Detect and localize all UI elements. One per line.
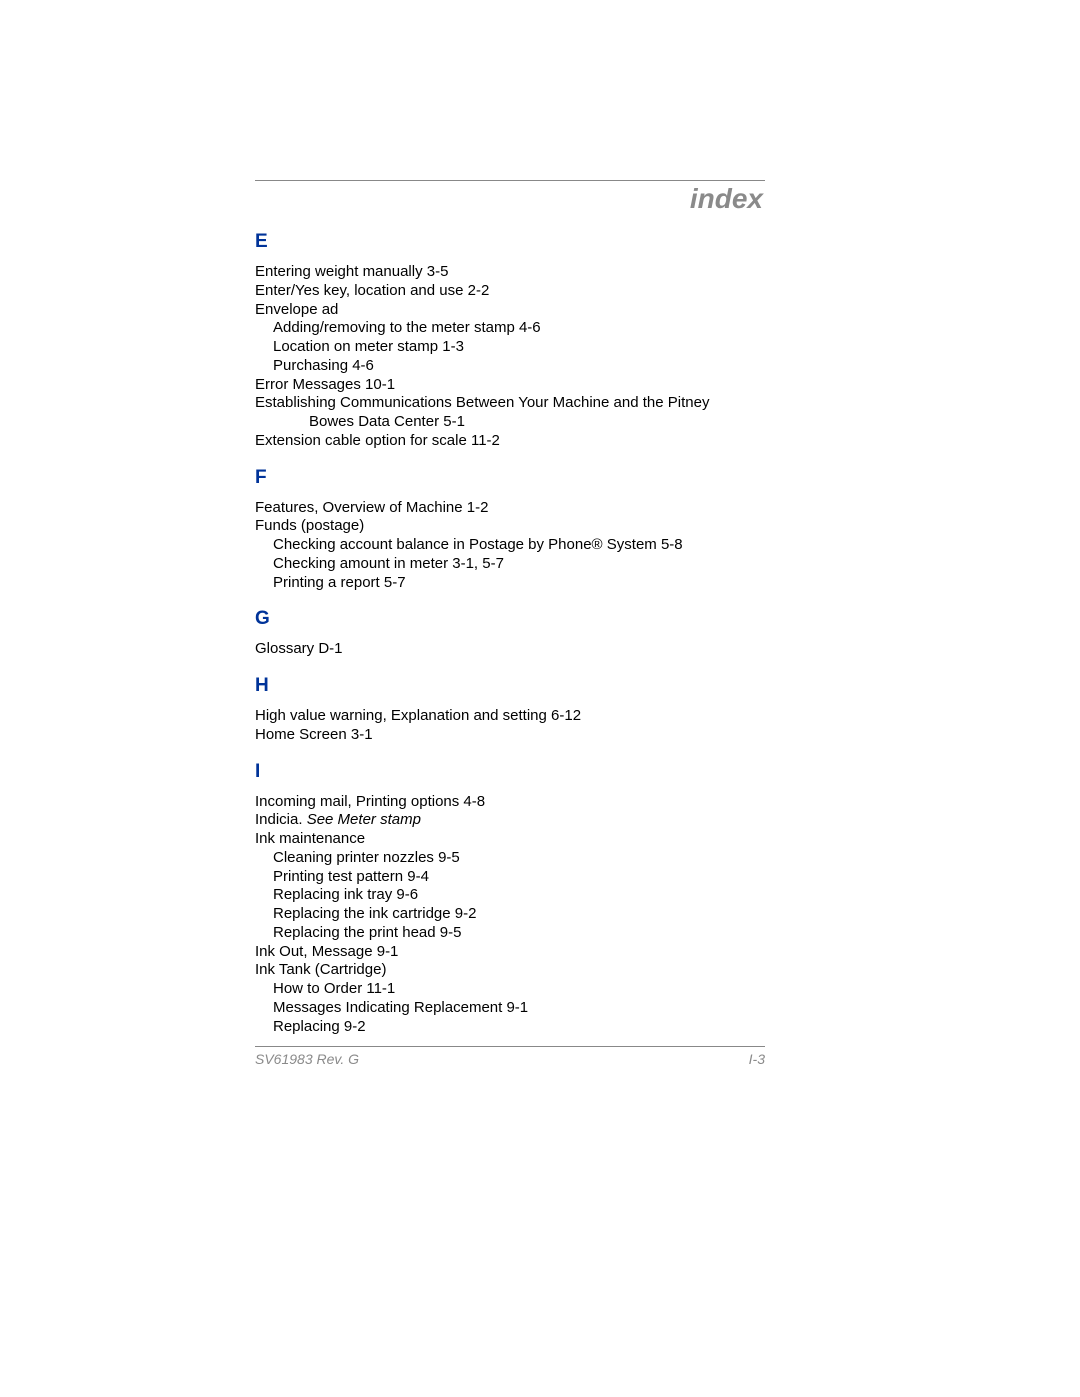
index-entry: Indicia. See Meter stamp — [255, 811, 765, 830]
section-body: High value warning, Explanation and sett… — [255, 707, 765, 745]
section-heading: G — [255, 608, 765, 630]
index-page: index E Entering weight manually 3-5Enter… — [255, 180, 765, 1067]
section-heading: H — [255, 675, 765, 697]
index-entry: How to Order 11-1 — [255, 980, 765, 999]
index-entry: Envelope ad — [255, 301, 765, 320]
footer-right: I-3 — [749, 1051, 765, 1067]
section-body: Glossary D-1 — [255, 640, 765, 659]
page-footer: SV61983 Rev. G I-3 — [255, 1051, 765, 1067]
entry-text: Indicia. — [255, 811, 307, 828]
section-body: Features, Overview of Machine 1-2Funds (… — [255, 499, 765, 593]
index-sections: E Entering weight manually 3-5Enter/Yes k… — [255, 231, 765, 1036]
index-entry: Messages Indicating Replacement 9-1 — [255, 999, 765, 1018]
index-entry: Error Messages 10-1 — [255, 376, 765, 395]
index-entry: Printing a report 5-7 — [255, 574, 765, 593]
index-entry: Checking amount in meter 3-1, 5-7 — [255, 555, 765, 574]
index-entry: Home Screen 3-1 — [255, 726, 765, 745]
header-rule — [255, 180, 765, 181]
index-entry: Purchasing 4-6 — [255, 357, 765, 376]
index-entry: Glossary D-1 — [255, 640, 765, 659]
index-entry: Printing test pattern 9-4 — [255, 868, 765, 887]
index-entry: Replacing the print head 9-5 — [255, 924, 765, 943]
index-entry: Ink Tank (Cartridge) — [255, 961, 765, 980]
index-entry: Entering weight manually 3-5 — [255, 263, 765, 282]
index-entry: Replacing ink tray 9-6 — [255, 886, 765, 905]
index-entry: Establishing Communications Between Your… — [255, 394, 765, 413]
index-entry: Location on meter stamp 1-3 — [255, 338, 765, 357]
index-entry: Features, Overview of Machine 1-2 — [255, 499, 765, 518]
index-entry: Checking account balance in Postage by P… — [255, 536, 765, 555]
index-entry: Ink Out, Message 9-1 — [255, 943, 765, 962]
index-entry: High value warning, Explanation and sett… — [255, 707, 765, 726]
index-entry: Extension cable option for scale 11-2 — [255, 432, 765, 451]
index-entry: Bowes Data Center 5-1 — [255, 413, 765, 432]
index-entry: Ink maintenance — [255, 830, 765, 849]
footer-rule — [255, 1046, 765, 1047]
section-heading: E — [255, 231, 765, 253]
index-entry: Incoming mail, Printing options 4-8 — [255, 793, 765, 812]
section-heading: I — [255, 761, 765, 783]
index-entry: Adding/removing to the meter stamp 4-6 — [255, 319, 765, 338]
section-body: Incoming mail, Printing options 4-8Indic… — [255, 793, 765, 1037]
index-entry: Replacing 9-2 — [255, 1018, 765, 1037]
section-heading: F — [255, 467, 765, 489]
section-body: Entering weight manually 3-5Enter/Yes ke… — [255, 263, 765, 451]
footer-left: SV61983 Rev. G — [255, 1051, 359, 1067]
index-entry: Replacing the ink cartridge 9-2 — [255, 905, 765, 924]
page-title: index — [255, 183, 765, 215]
index-entry: Enter/Yes key, location and use 2-2 — [255, 282, 765, 301]
index-entry: Funds (postage) — [255, 517, 765, 536]
index-entry: Cleaning printer nozzles 9-5 — [255, 849, 765, 868]
entry-crossref: See Meter stamp — [307, 811, 421, 828]
